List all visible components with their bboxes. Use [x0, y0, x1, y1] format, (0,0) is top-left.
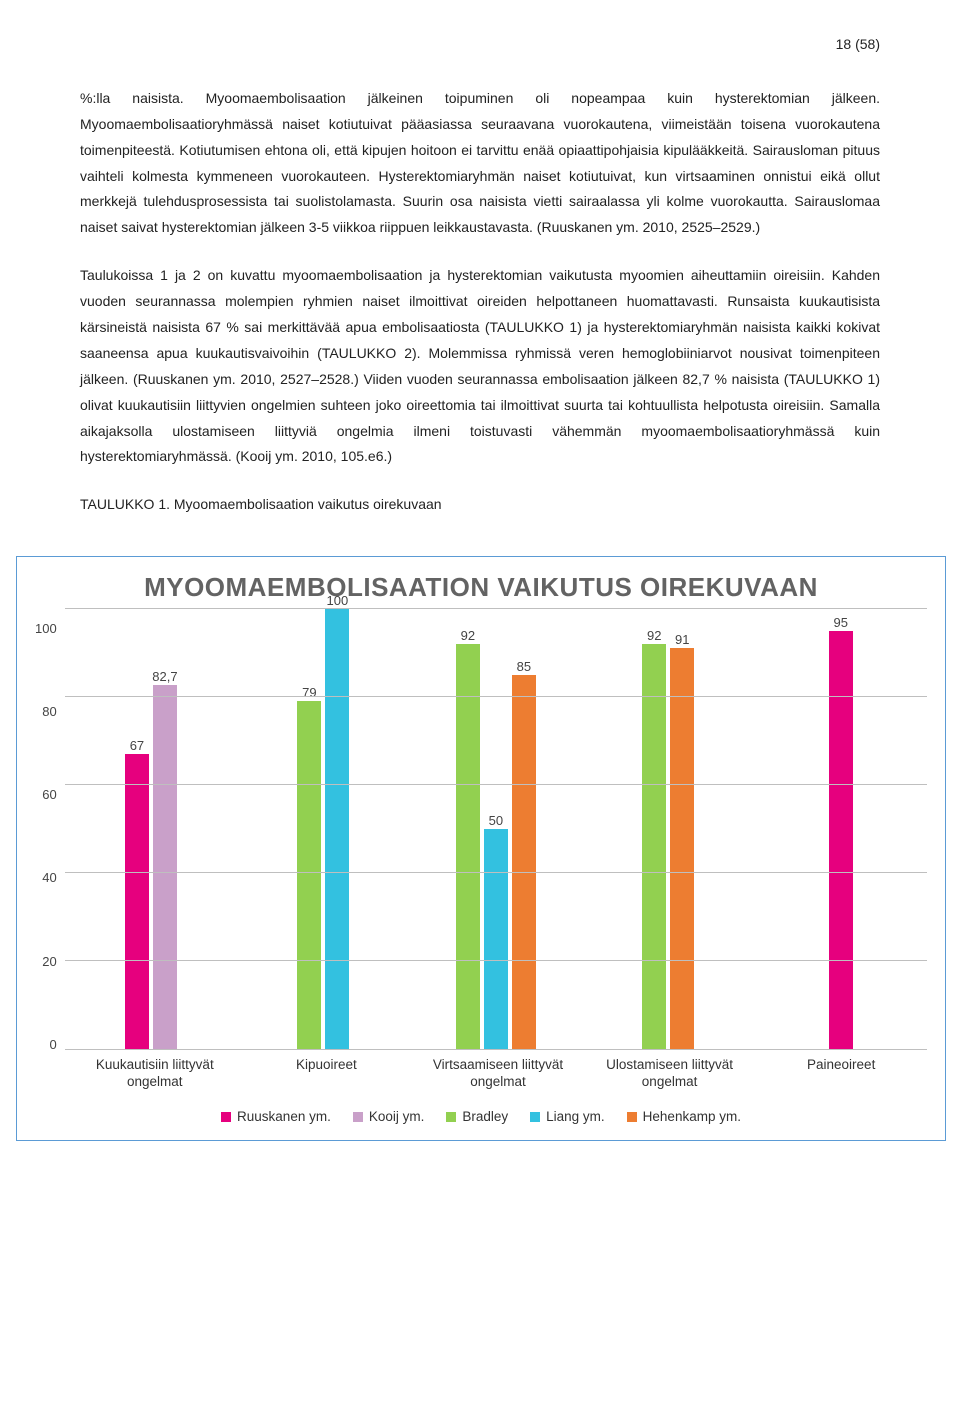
- bar-group: 79100: [237, 610, 409, 1049]
- legend-label: Ruuskanen ym.: [237, 1105, 331, 1130]
- bar-value-label: 85: [517, 655, 531, 679]
- x-tick-label: Kuukautisiin liittyvätongelmat: [69, 1050, 241, 1091]
- legend-item: Kooij ym.: [353, 1105, 425, 1130]
- x-axis-labels: Kuukautisiin liittyvätongelmatKipuoireet…: [69, 1050, 927, 1091]
- bar-value-label: 91: [675, 628, 689, 652]
- legend-swatch: [446, 1112, 456, 1122]
- x-tick-label: Virtsaamiseen liittyvätongelmat: [412, 1050, 584, 1091]
- bar-group: 95: [755, 610, 927, 1049]
- bar-value-label: 82,7: [152, 665, 177, 689]
- y-axis: 100806040200: [35, 610, 65, 1050]
- y-tick-label: 80: [42, 700, 56, 724]
- legend-item: Liang ym.: [530, 1105, 605, 1130]
- legend-label: Liang ym.: [546, 1105, 605, 1130]
- bar-value-label: 92: [461, 624, 475, 648]
- legend-swatch: [353, 1112, 363, 1122]
- gridline: [65, 960, 927, 961]
- page-number: 18 (58): [80, 32, 880, 58]
- bar-group: 9291: [582, 610, 754, 1049]
- y-tick-label: 20: [42, 950, 56, 974]
- bar: 79: [297, 701, 321, 1049]
- bar-value-label: 50: [489, 809, 503, 833]
- bar: 82,7: [153, 685, 177, 1049]
- bar-value-label: 100: [327, 589, 349, 613]
- legend-label: Bradley: [462, 1105, 508, 1130]
- legend-label: Hehenkamp ym.: [643, 1105, 741, 1130]
- y-tick-label: 60: [42, 783, 56, 807]
- bar: 92: [456, 644, 480, 1049]
- legend-swatch: [221, 1112, 231, 1122]
- legend-swatch: [530, 1112, 540, 1122]
- bar: 91: [670, 648, 694, 1048]
- x-tick-label: Ulostamiseen liittyvätongelmat: [584, 1050, 756, 1091]
- legend-swatch: [627, 1112, 637, 1122]
- bar: 95: [829, 631, 853, 1049]
- bar-groups: 6782,779100925085929195: [65, 610, 927, 1049]
- body-text: %:lla naisista. Myoomaembolisaation jälk…: [80, 86, 880, 470]
- legend-item: Ruuskanen ym.: [221, 1105, 331, 1130]
- bar: 85: [512, 675, 536, 1049]
- chart-area: 100806040200 6782,779100925085929195: [35, 610, 927, 1050]
- bar-value-label: 67: [130, 734, 144, 758]
- gridline: [65, 696, 927, 697]
- gridline: [65, 608, 927, 609]
- legend-item: Bradley: [446, 1105, 508, 1130]
- x-tick-label: Paineoireet: [755, 1050, 927, 1091]
- bar: 67: [125, 754, 149, 1049]
- bar-value-label: 95: [834, 611, 848, 635]
- bar: 92: [642, 644, 666, 1049]
- chart-container: MYOOMAEMBOLISAATION VAIKUTUS OIREKUVAAN …: [16, 556, 946, 1141]
- legend-label: Kooij ym.: [369, 1105, 425, 1130]
- bar-group: 6782,7: [65, 610, 237, 1049]
- bar-group: 925085: [410, 610, 582, 1049]
- bar-value-label: 79: [302, 681, 316, 705]
- bar-value-label: 92: [647, 624, 661, 648]
- legend-item: Hehenkamp ym.: [627, 1105, 741, 1130]
- bar: 100: [325, 609, 349, 1049]
- gridline: [65, 872, 927, 873]
- bar: 50: [484, 829, 508, 1049]
- table-caption: TAULUKKO 1. Myoomaembolisaation vaikutus…: [80, 492, 880, 518]
- gridline: [65, 784, 927, 785]
- paragraph: Taulukoissa 1 ja 2 on kuvattu myoomaembo…: [80, 263, 880, 470]
- chart-legend: Ruuskanen ym. Kooij ym. Bradley Liang ym. He…: [35, 1105, 927, 1130]
- y-tick-label: 100: [35, 617, 57, 641]
- chart-plot: 6782,779100925085929195: [65, 610, 927, 1050]
- y-tick-label: 0: [49, 1033, 56, 1057]
- x-tick-label: Kipuoireet: [241, 1050, 413, 1091]
- paragraph: %:lla naisista. Myoomaembolisaation jälk…: [80, 86, 880, 241]
- chart-title: MYOOMAEMBOLISAATION VAIKUTUS OIREKUVAAN: [35, 571, 927, 604]
- y-tick-label: 40: [42, 866, 56, 890]
